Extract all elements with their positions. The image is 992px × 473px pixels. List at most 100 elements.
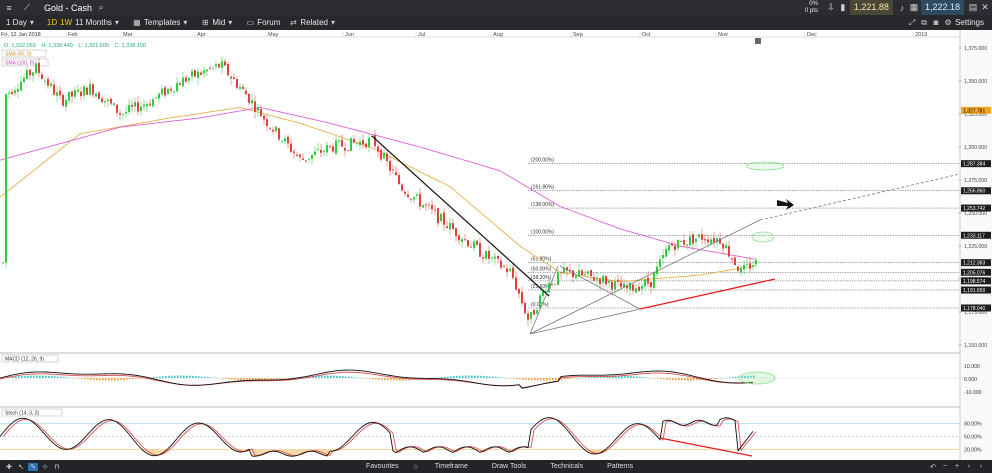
- zoom-in-icon[interactable]: +: [954, 463, 960, 470]
- macd-histogram-bar: [12, 376, 14, 378]
- macd-histogram-bar: [387, 378, 389, 381]
- candle-body: [32, 72, 34, 76]
- candle-body: [143, 104, 145, 107]
- stoch-oversold-fill: [267, 449, 270, 453]
- candle-body: [254, 101, 256, 112]
- channel-lower-line[interactable]: [529, 308, 641, 335]
- candle-body: [413, 197, 415, 200]
- draw-tools-tab[interactable]: Draw Tools: [491, 463, 527, 470]
- candle-body: [353, 139, 355, 143]
- fullscreen-icon[interactable]: ⤢: [908, 17, 916, 27]
- sma50-legend[interactable]: SMA (50, 0): [1, 49, 47, 58]
- macd-histogram-bar: [42, 375, 44, 378]
- chart-area[interactable]: Feb Mar Apr May Jun Jul Aug Sep Oct Nov Dec 2019 Fr…: [0, 30, 992, 460]
- crosshair-icon[interactable]: ✚: [6, 463, 12, 471]
- candle-body: [332, 146, 334, 152]
- close-icon[interactable]: ✕: [981, 2, 989, 12]
- macd-histogram-bar: [177, 375, 179, 378]
- triangle-line[interactable]: [559, 265, 641, 310]
- candle-body: [161, 88, 163, 95]
- chart-type-icon[interactable]: ⟋: [23, 2, 31, 12]
- pen-icon[interactable]: ✎: [28, 462, 38, 471]
- chart-icon[interactable]: ▮: [840, 2, 846, 12]
- macd-histogram-bar: [162, 376, 164, 378]
- sma100-legend[interactable]: SMA (100, 0): [1, 58, 49, 67]
- support-line[interactable]: [639, 278, 776, 310]
- scroll-left-icon[interactable]: ‹: [967, 463, 971, 470]
- candle-body: [179, 83, 181, 85]
- candle-body: [557, 272, 559, 285]
- star-icon[interactable]: ☆: [412, 463, 419, 471]
- macd-ellipse[interactable]: [738, 371, 776, 385]
- magnet-icon[interactable]: ⊓: [54, 463, 60, 471]
- zoom-out-icon[interactable]: −: [942, 463, 948, 470]
- download-icon[interactable]: ⇩: [827, 2, 835, 12]
- tf-1w-button[interactable]: 1W: [60, 18, 73, 27]
- macd-histogram-bar: [630, 376, 632, 378]
- stoch-oversold-fill: [594, 449, 597, 455]
- candle-body: [392, 169, 394, 171]
- target-ellipse[interactable]: [751, 231, 775, 243]
- ohlc-open: O: 1,322.050: [4, 43, 36, 49]
- patterns-tab[interactable]: Patterns: [607, 463, 634, 470]
- macd-histogram-bar: [681, 378, 683, 381]
- candle-body: [470, 246, 472, 248]
- chevron-down-icon: ▾: [228, 18, 233, 27]
- stoch-oversold-fill: [261, 449, 264, 455]
- stoch-divergence-line[interactable]: [659, 437, 753, 457]
- macd-histogram-bar: [543, 378, 545, 381]
- interval-select[interactable]: 1 Day ▾: [6, 18, 39, 27]
- cursor-icon[interactable]: ↖: [18, 463, 24, 471]
- macd-histogram-bar: [495, 376, 497, 378]
- settings-button[interactable]: Settings: [955, 18, 984, 27]
- scroll-right-icon[interactable]: ›: [979, 463, 983, 470]
- related-button[interactable]: ⇄ Related ▾: [288, 18, 340, 27]
- channel-upper-line[interactable]: [529, 219, 761, 335]
- macd-histogram-bar: [711, 378, 713, 380]
- range-select[interactable]: 11 Months ▾: [75, 18, 124, 27]
- arrow-annotation-icon[interactable]: [777, 199, 794, 210]
- candle-body: [158, 93, 160, 99]
- month-label: Jul: [418, 32, 425, 38]
- layout-icon[interactable]: ▤: [968, 2, 978, 12]
- timeframe-tab[interactable]: Timeframe: [434, 463, 468, 470]
- candle-body: [296, 154, 298, 156]
- technicals-tab[interactable]: Technicals: [550, 463, 584, 470]
- grid-icon[interactable]: ▦: [909, 2, 919, 12]
- home-icon[interactable]: [755, 38, 761, 44]
- forum-button[interactable]: ▭ Forum: [245, 18, 280, 27]
- candle-body: [149, 103, 151, 106]
- triangle-line[interactable]: [529, 265, 559, 335]
- macd-histogram-bar: [63, 377, 65, 378]
- bell-icon[interactable]: ♪: [899, 2, 905, 13]
- macd-histogram-bar: [522, 378, 524, 380]
- templates-button[interactable]: ▦ Templates ▾: [132, 18, 192, 27]
- favourites-tab[interactable]: Favourites: [366, 463, 399, 470]
- stoch-legend[interactable]: Stoch (14, 3, 3): [1, 408, 63, 417]
- gear-icon[interactable]: ⚙: [944, 18, 952, 27]
- ruler-icon[interactable]: ⊹: [42, 463, 48, 471]
- macd-histogram-bar: [186, 375, 188, 378]
- candle-body: [611, 281, 613, 290]
- menu-icon[interactable]: ≡: [6, 2, 12, 13]
- buy-price[interactable]: 1,222.18: [920, 0, 964, 15]
- macd-legend[interactable]: MACD (12, 26, 9): [1, 354, 59, 363]
- split-icon[interactable]: ⧉: [921, 17, 927, 27]
- channel-projection-line[interactable]: [759, 173, 961, 221]
- target-ellipse[interactable]: [745, 161, 785, 171]
- candle-body: [14, 90, 16, 94]
- tf-1d-button[interactable]: 1D: [46, 18, 58, 27]
- candle-body: [221, 61, 223, 68]
- macd-histogram-bar: [273, 378, 275, 380]
- camera-icon[interactable]: ◙: [933, 18, 939, 27]
- price-type-select[interactable]: ⊞ Mid ▾: [200, 18, 237, 27]
- macd-histogram-bar: [96, 378, 98, 381]
- candle-body: [176, 83, 178, 92]
- macd-histogram-bar: [546, 378, 548, 381]
- sell-price[interactable]: 1,221.88: [849, 0, 893, 15]
- macd-histogram-bar: [510, 378, 512, 379]
- downtrend-line[interactable]: [371, 135, 550, 297]
- related-icon: ⇄: [290, 18, 297, 27]
- search-icon[interactable]: ⌕: [98, 2, 104, 12]
- undo-icon[interactable]: ↶: [930, 463, 936, 471]
